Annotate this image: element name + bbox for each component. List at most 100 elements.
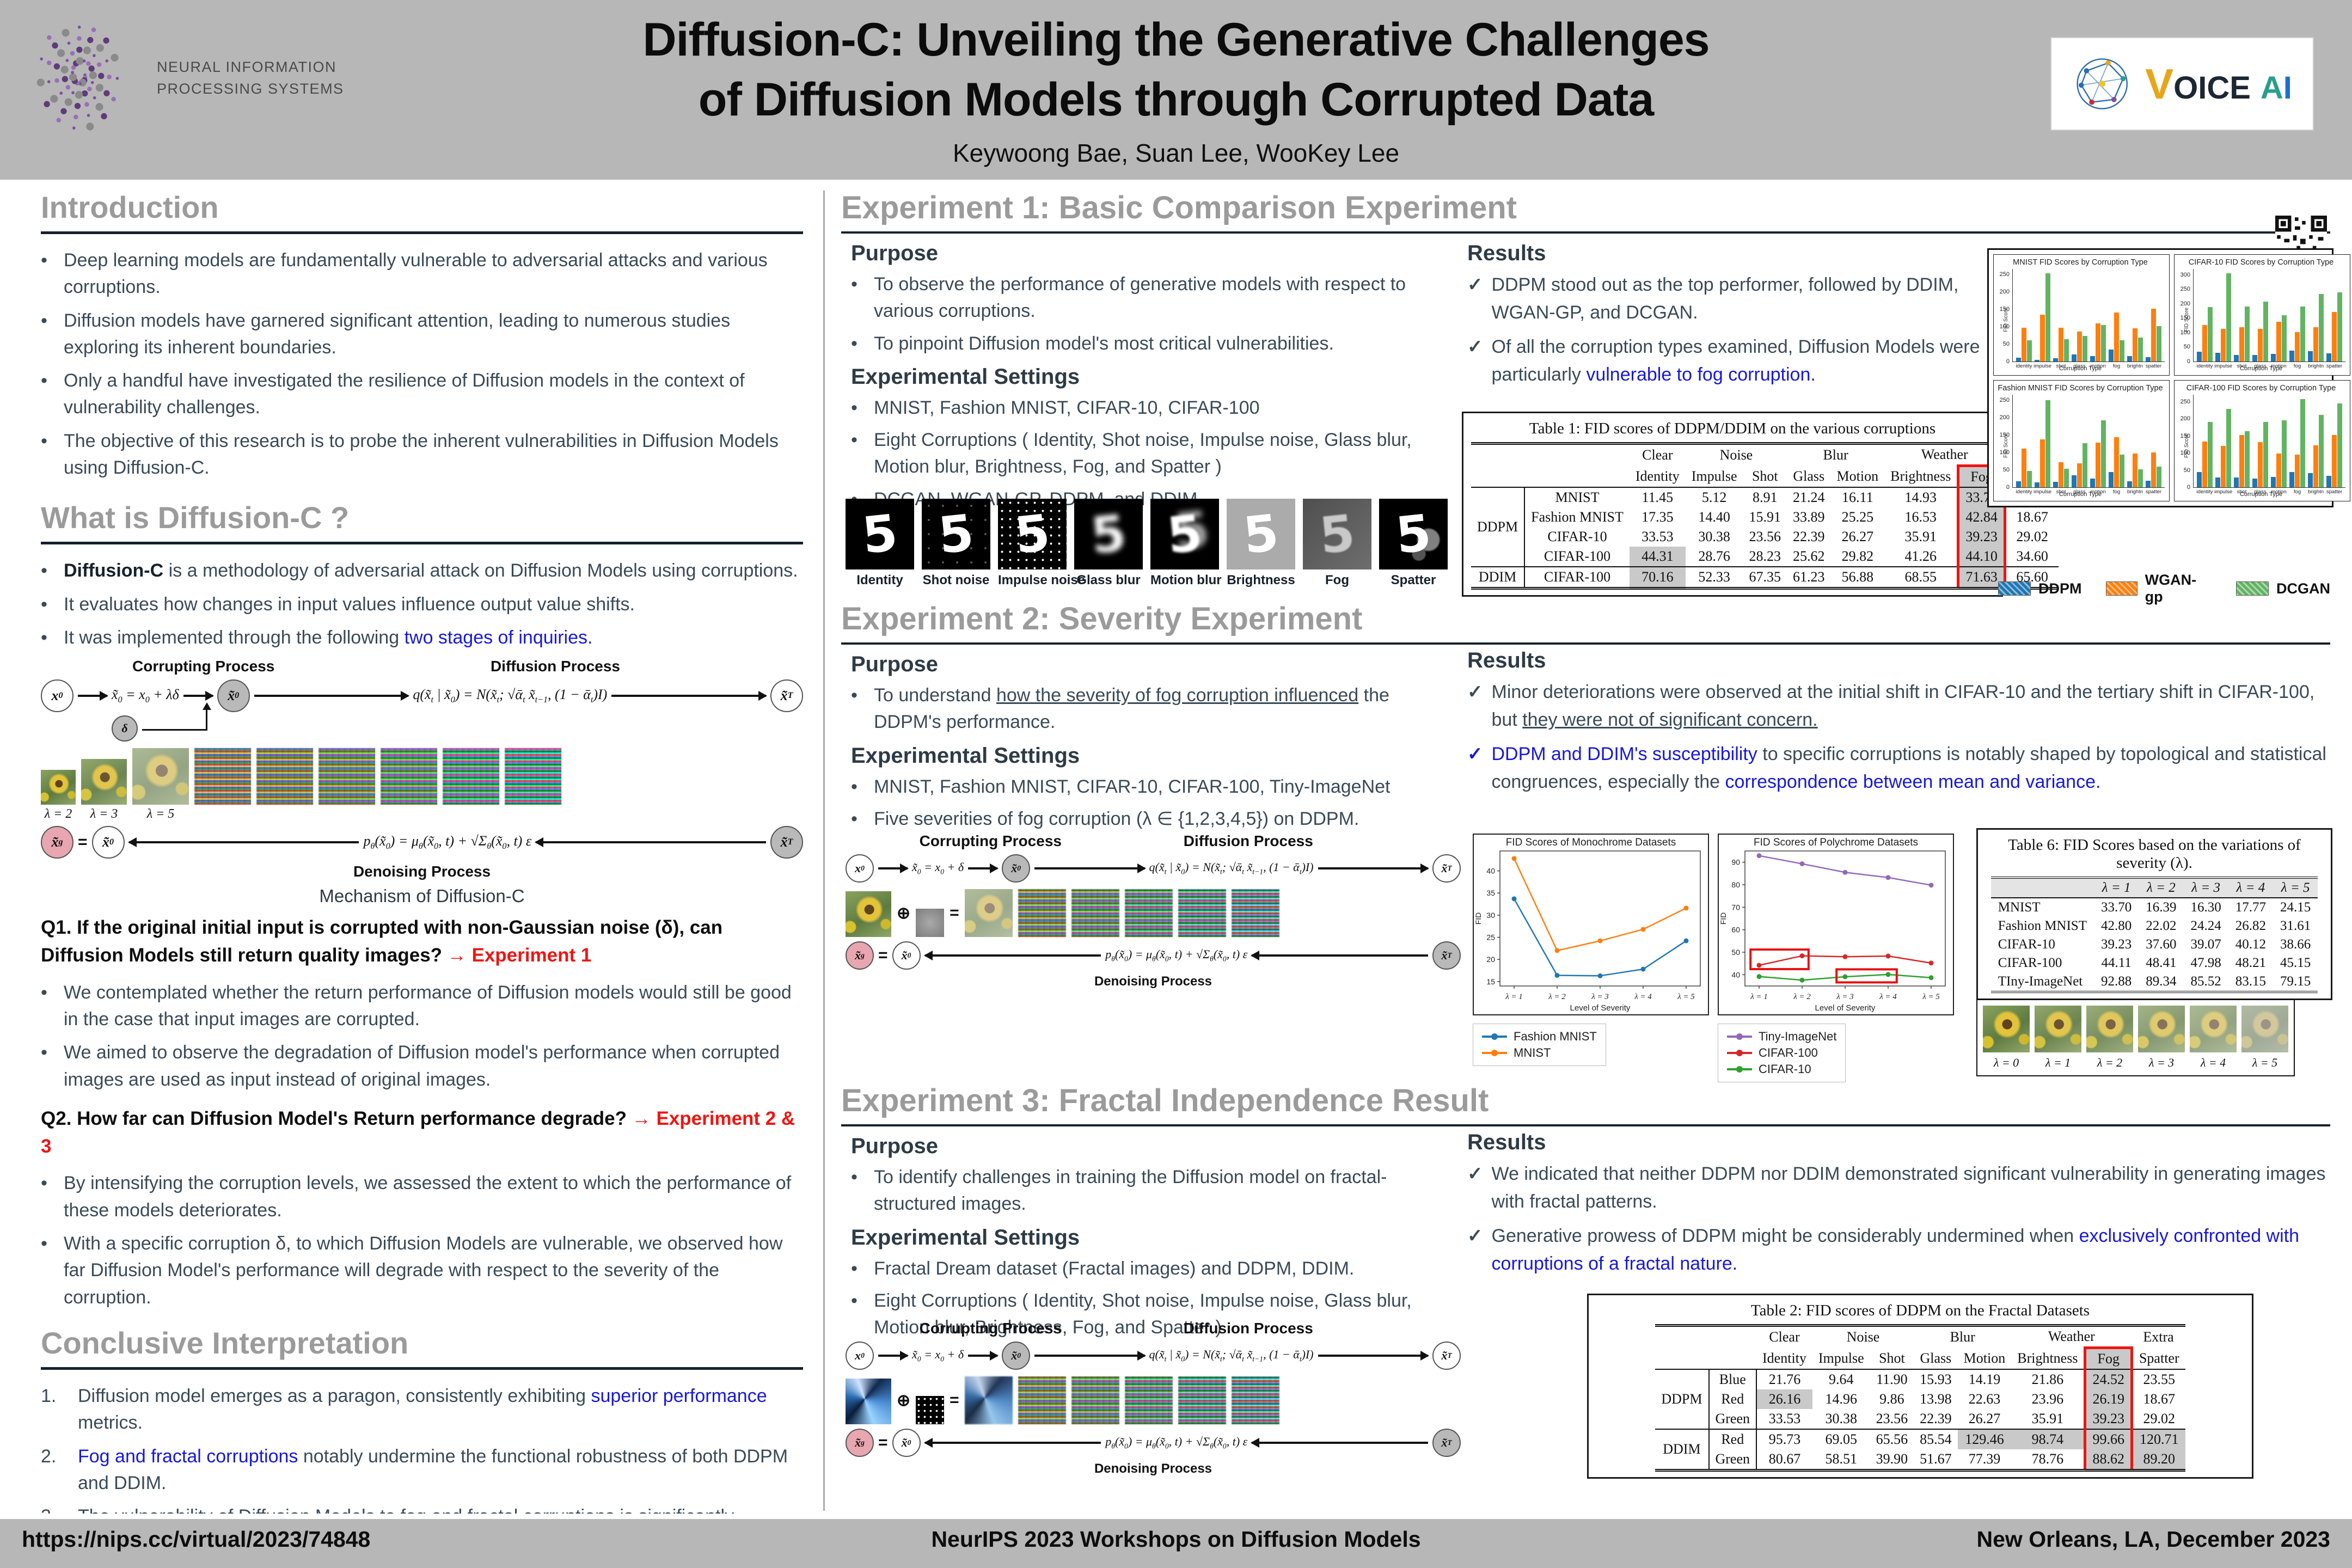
y-tick: 0 [2186,484,2190,491]
list-item: • To understand how the severity of fog c… [851,682,1461,736]
exp2-process-diagram: Corrupting Process Diffusion Process x 0 x̃0… [846,832,1461,989]
legend-item: CIFAR-10 [1727,1062,1836,1076]
exp2-results-list: ✓ Minor deteriorations were observed at t… [1467,678,2328,796]
value-cell: 79.15 [2280,974,2311,989]
text-segment: T [787,691,793,701]
strip-image [1231,1376,1279,1424]
list-item-text: To understand how the severity of fog co… [874,682,1461,736]
value-cell: 78.76 [2031,1451,2064,1467]
text-segment: → Experiment 2 & 3 [41,1107,795,1157]
text-segment: q(x̃ [1149,1347,1165,1362]
sub-header-row: Identity Impulse Shot Glass Motion Brightness… [1655,1346,2185,1370]
legend-line [1727,1052,1752,1054]
value-cell: 17.77 [2235,900,2266,915]
value-cell: 8.91 [1753,489,1778,505]
value-cell: 33.70 [2100,900,2132,915]
text-segment: ; √ᾱ [499,687,523,703]
x-tick-label: motion [2090,489,2106,495]
strip-image [81,759,127,805]
dataset-cell: MNIST [1998,900,2041,915]
severity-label: λ = 1 [2045,1056,2071,1069]
denoise-flow: x̃ g = x̃ 0 pθ(x̃0) = μθ(x̃0, t) + √Σθ(x̃0, t… [846,941,1461,970]
value-cell: 40.12 [2235,937,2266,952]
bars [2289,269,2305,362]
bars [2308,269,2324,362]
column-header: λ = 5 [2273,878,2318,898]
bar [2308,473,2313,487]
bars [2109,269,2124,362]
result-text: Generative prowess of DDPM might be cons… [1492,1222,2328,1278]
left-column: Introduction • Deep learning models are f… [41,189,803,1514]
y-tick: 100 [1999,323,2010,330]
dataset-cell: TIny-ImageNet [1998,974,2083,989]
th [1709,1326,1757,1348]
bar [2308,351,2313,362]
bar [2072,475,2077,487]
column-header: Identity [1629,465,1686,488]
value-cell: 15.93 [1920,1371,1952,1387]
q2-bullets: • By intensifying the corruption levels, … [41,1170,803,1310]
text-segment: x̃ [51,834,59,850]
bar [2258,442,2263,487]
corruption-label: Fog [1325,573,1349,587]
x-tick-label: spatter [2326,363,2343,369]
svg-text:λ = 4: λ = 4 [1634,993,1652,1001]
corruption-sample: 5 Glass blur [1074,499,1143,588]
text-segment: The vulnerability of Diffusion Models to… [78,1506,734,1514]
chart-area: FID Score 0 50 100 150 200 250 300 identity impul… [2177,269,2345,373]
strip-image [443,748,499,805]
th [1471,465,1525,488]
equals-icon: = [950,1391,959,1409]
bar [2053,358,2058,362]
list-bullet: • [41,593,47,615]
text-segment: t [1164,1355,1167,1363]
arrow-right-icon [183,695,213,697]
bar [2239,434,2244,487]
list-bullet: • [851,1258,857,1279]
bar [2045,273,2050,362]
text-segment: )I) [1301,1347,1314,1362]
text-segment: x̃ [112,687,118,703]
column-header: Shot [1743,465,1787,488]
legend-label: CIFAR-100 [1759,1046,1818,1059]
exp3-heading: Experiment 3: Fractal Independence Resul… [841,1082,2330,1126]
exp3-purpose-bullets: • To identify challenges in training the … [851,1164,1461,1218]
plot-area: identity impulse shot glass motion fog brightn… [2193,269,2345,369]
strip-image [505,748,561,805]
value-cell: 33.89 [1793,509,1825,525]
denoise-formula: pθ(x̃0) = μθ(x̃0, t) + √Σθ(x̃0, t) ε [363,833,531,852]
value-cell: 22.63 [1968,1391,2001,1407]
dataset-cell: Green [1708,1409,1757,1429]
strip-image [1018,1376,1066,1424]
value-cell: 85.54 [1914,1429,1958,1449]
equals-sign: = [78,833,88,852]
bar [2313,445,2318,487]
text-segment: θ [1111,954,1115,963]
column-header: Shot [1870,1347,1914,1370]
y-tick: 0 [2006,358,2010,365]
bar [2022,327,2026,362]
svg-text:20: 20 [1486,955,1495,964]
table-row: MNIST 33.70 16.39 16.30 17.77 24.15 [1991,898,2318,917]
process-labels: Corrupting Process Diffusion Process [41,658,803,675]
corruption-image: 5 [998,499,1067,569]
strip-image [1018,889,1066,937]
list-item: • MNIST, Fashion MNIST, CIFAR-10, CIFAR-1… [851,774,1461,800]
q1-lead: Q1. If the original initial input is cor… [41,914,803,970]
value-cell: 85.52 [2190,974,2221,989]
text-segment: q(x̃ [413,687,431,703]
text-segment: x̃ [1441,1436,1448,1449]
digit-glyph: 5 [1393,503,1434,565]
value-cell: 44.31 [1629,547,1686,567]
corruption-image: 5 [1074,499,1143,569]
bar [2263,301,2268,362]
voiceai-oice: OICE [2173,70,2251,106]
bar [2114,437,2119,487]
list-bullet: • [851,685,857,706]
text-segment: the DDPM's performance. [874,685,1389,733]
value-cell: 92.88 [2100,974,2132,989]
digit-glyph: 5 [1240,503,1282,565]
x-tick-label: glass [2073,489,2086,495]
bar [2027,470,2032,487]
column-header: Brightness [1884,465,1958,488]
